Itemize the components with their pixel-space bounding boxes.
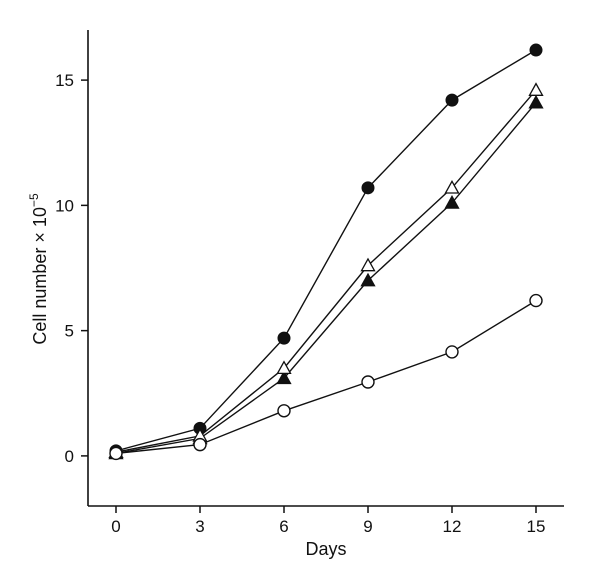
x-tick-label: 6 — [279, 517, 288, 536]
open-circle-marker — [109, 446, 123, 461]
x-tick-label: 3 — [195, 517, 204, 536]
series-markers — [108, 43, 544, 461]
x-tick-label: 12 — [443, 517, 462, 536]
filled-circle-marker — [445, 93, 459, 107]
y-tick-label: 5 — [65, 322, 74, 341]
y-tick-label: 15 — [55, 71, 74, 90]
open-circle-marker — [193, 437, 207, 452]
filled-triangle-marker — [276, 370, 292, 385]
filled-triangle-marker — [528, 94, 544, 109]
open-triangle-marker — [276, 360, 292, 375]
filled-circle-marker — [529, 43, 543, 57]
y-tick-label: 0 — [65, 447, 74, 466]
series-line-open-circle — [115, 300, 537, 455]
y-axis-title-exponent: −5 — [27, 193, 41, 207]
series-line-filled-circle — [115, 49, 537, 452]
ticks: 0 3 6 9 12 15 0 5 10 15 — [55, 71, 545, 536]
filled-triangle-marker — [360, 272, 376, 287]
x-tick-label: 0 — [111, 517, 120, 536]
x-axis-title: Days — [305, 539, 346, 559]
filled-circle-marker — [361, 181, 375, 195]
open-triangle-marker — [528, 82, 544, 96]
series-lines — [115, 49, 537, 455]
x-tick-label: 9 — [363, 517, 372, 536]
open-circle-marker — [277, 404, 291, 418]
open-circle-marker — [445, 345, 459, 359]
y-tick-label: 10 — [55, 196, 74, 215]
axes: 0 3 6 9 12 15 0 5 10 15 — [55, 30, 564, 536]
filled-circle-marker — [277, 331, 291, 345]
series-line-open-triangle — [115, 89, 537, 453]
x-tick-label: 15 — [527, 517, 546, 536]
y-axis-title: Cell number × 10−5 — [27, 193, 50, 345]
svg-text:Cell number × 10−5: Cell number × 10−5 — [27, 193, 50, 345]
open-circle-marker — [529, 293, 543, 308]
filled-triangle-marker — [444, 195, 460, 209]
open-triangle-marker — [360, 257, 376, 272]
y-axis-title-text: Cell number × 10 — [30, 207, 50, 345]
open-circle-marker — [361, 375, 375, 389]
series-line-filled-triangle — [115, 102, 537, 455]
open-triangle-marker — [444, 179, 460, 194]
